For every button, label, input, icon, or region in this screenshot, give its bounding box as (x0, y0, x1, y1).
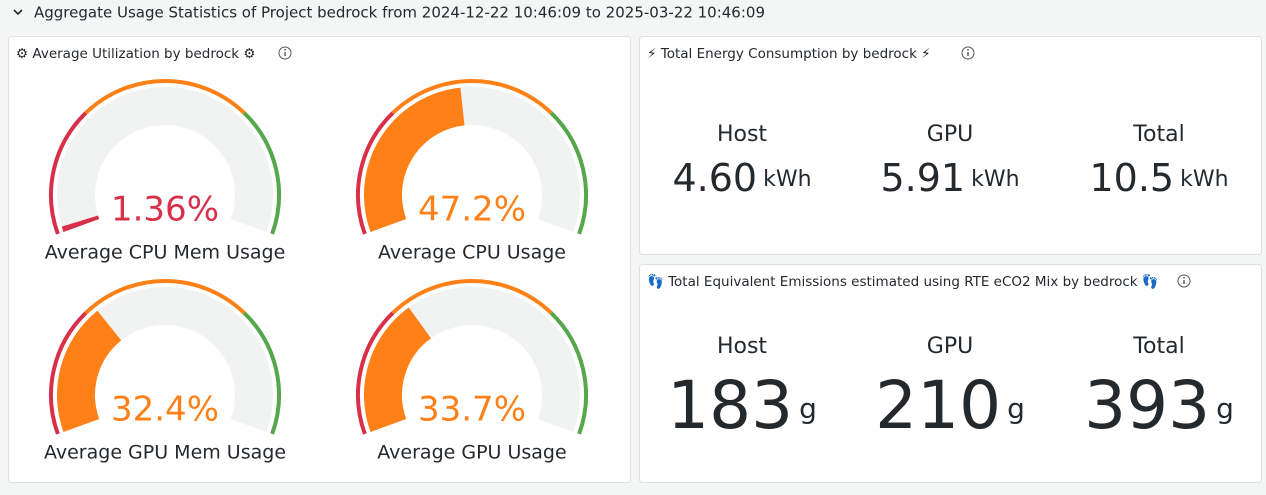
stat-value: 393 g (1084, 367, 1234, 444)
threshold-arc (49, 311, 88, 435)
stat-number: 4.60 (672, 156, 757, 200)
threshold-arc (242, 111, 281, 235)
stat-name: Host (717, 334, 767, 359)
threshold-arc (242, 311, 281, 435)
threshold-arc (549, 311, 588, 435)
gauge-value: 33.7% (418, 390, 526, 430)
panel (639, 264, 1262, 483)
gauge-fill (364, 87, 466, 232)
stat-name: Total (1132, 122, 1184, 147)
threshold-arc (549, 111, 588, 235)
stat-number: 10.5 (1089, 156, 1174, 200)
stat-unit: g (1007, 392, 1025, 425)
info-icon[interactable] (278, 46, 292, 60)
gauge-value: 47.2% (418, 190, 526, 230)
panel (8, 36, 631, 483)
gauge-value: 1.36% (111, 190, 219, 230)
stat-unit: kWh (971, 167, 1019, 192)
gauge-title: Average CPU Usage (378, 242, 566, 264)
stat-value: 210 g (875, 367, 1025, 444)
stat-number: 210 (875, 367, 1001, 444)
info-icon[interactable] (961, 46, 975, 60)
threshold-arc (356, 111, 395, 235)
gauge-value: 32.4% (111, 390, 219, 430)
stat-unit: kWh (1180, 167, 1228, 192)
gauge-track (57, 87, 273, 232)
row-title[interactable]: Aggregate Usage Statistics of Project be… (34, 4, 765, 22)
stat-number: 5.91 (880, 156, 965, 200)
gauge-title: Average GPU Usage (377, 442, 566, 464)
panel (639, 36, 1262, 255)
gauge-fill (364, 307, 432, 432)
stat-name: Total (1132, 334, 1184, 359)
stat-number: 183 (667, 367, 793, 444)
stat-name: GPU (927, 122, 973, 147)
threshold-arc (84, 79, 246, 115)
stat-value: 10.5 kWh (1089, 156, 1228, 200)
stat-value: 4.60 kWh (672, 156, 811, 200)
stat-name: Host (717, 122, 767, 147)
threshold-arc (49, 111, 88, 235)
gauge-fill (61, 215, 100, 232)
stat-name: GPU (927, 334, 973, 359)
stat-number: 393 (1084, 367, 1210, 444)
stat-unit: g (1216, 392, 1234, 425)
collapse-chevron[interactable] (13, 9, 23, 16)
stat-value: 5.91 kWh (880, 156, 1019, 200)
gauge-fill (57, 310, 122, 432)
panel-title: ⚙ Average Utilization by bedrock ⚙ (16, 46, 256, 62)
threshold-arc (391, 79, 553, 115)
gauge-title: Average GPU Mem Usage (44, 442, 286, 464)
stat-value: 183 g (667, 367, 817, 444)
stat-unit: kWh (763, 167, 811, 192)
stat-unit: g (799, 392, 817, 425)
threshold-arc (356, 311, 395, 435)
gauge-title: Average CPU Mem Usage (45, 242, 286, 264)
info-icon[interactable] (1177, 274, 1191, 288)
threshold-arc (391, 279, 553, 315)
threshold-arc (84, 279, 246, 315)
panel-title: ⚡ Total Energy Consumption by bedrock ⚡ (647, 46, 931, 62)
panel-title: 👣 Total Equivalent Emissions estimated u… (647, 273, 1159, 290)
